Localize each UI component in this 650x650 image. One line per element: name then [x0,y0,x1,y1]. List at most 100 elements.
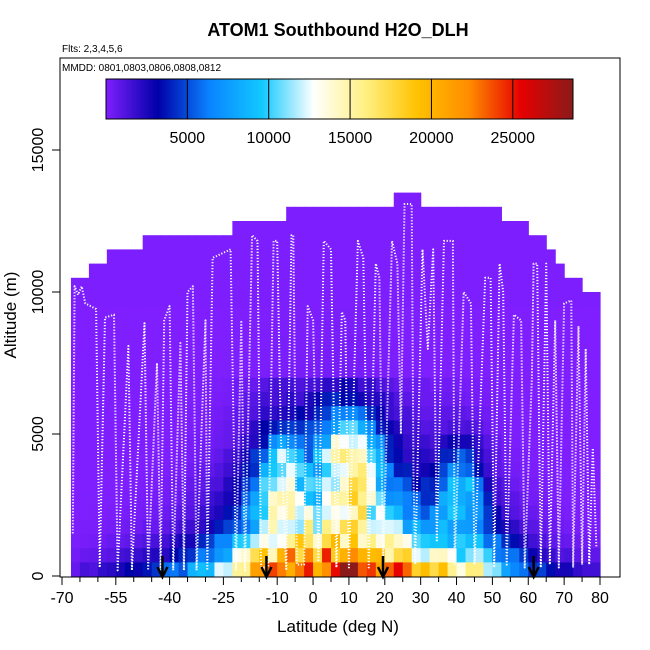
heatmap-cell [375,434,386,449]
heatmap-cell [501,405,511,421]
heatmap-cell [160,377,171,392]
heatmap-cell [295,419,305,435]
heatmap-cell [151,533,162,549]
heatmap-cell [366,519,377,534]
heatmap-cell [187,363,198,378]
heatmap-cell [79,490,90,506]
flight-track-layer [71,203,598,572]
heatmap-cell [259,263,269,279]
heatmap-cell [384,348,395,364]
heatmap-cell [564,348,574,364]
heatmap-cell [223,391,233,407]
heatmap-cell [286,462,296,478]
heatmap-cell [438,206,449,222]
heatmap-cell [429,348,440,364]
heatmap-cell [268,277,278,293]
heatmap-cell [447,448,458,463]
heatmap-cell [465,533,476,549]
heatmap-cell [348,334,359,350]
heatmap-cell [591,363,601,378]
heatmap-cell [223,249,233,265]
heatmap-cell [313,334,323,350]
heatmap-cell [402,434,413,449]
heatmap-cell [411,363,422,378]
heatmap-cell [268,505,278,520]
heatmap-cell [295,405,305,421]
heatmap-cell [591,490,601,506]
heatmap-cell [429,263,440,279]
heatmap-cell [537,533,547,549]
heatmap-cell [510,235,520,250]
heatmap-cell [465,434,476,449]
heatmap-cell [196,462,207,478]
heatmap-cell [133,377,144,392]
heatmap-cell [348,462,359,478]
heatmap-cell [70,306,81,321]
heatmap-cell [375,561,386,577]
heatmap-cell [88,419,99,435]
heatmap-cell [411,490,422,506]
heatmap-cell [169,476,180,492]
heatmap-cell [420,292,431,307]
heatmap-cell [79,391,90,407]
heatmap-cell [178,277,189,293]
heatmap-cell [393,505,404,520]
heatmap-cells [70,192,601,577]
heatmap-cell [259,221,269,236]
heatmap-cell [582,306,592,321]
heatmap-cell [187,277,198,293]
heatmap-cell [88,533,99,549]
heatmap-cell [232,391,242,407]
heatmap-cell [501,434,511,449]
heatmap-cell [492,505,502,520]
heatmap-cell [196,249,207,265]
heatmap-cell [438,405,449,421]
heatmap-cell [295,547,305,563]
heatmap-cell [223,306,233,321]
heatmap-cell [447,391,458,407]
heatmap-cell [447,490,458,506]
heatmap-cell [348,490,359,506]
heatmap-cell [250,334,260,350]
heatmap-cell [277,419,287,435]
heatmap-cell [286,206,296,222]
heatmap-cell [393,419,404,435]
heatmap-cell [295,263,305,279]
heatmap-cell [411,235,422,250]
colorbar-ticks: 5000 10000 15000 20000 25000 [170,79,535,147]
heatmap-cell [124,263,135,279]
heatmap-cell [339,235,350,250]
heatmap-cell [510,249,520,265]
heatmap-cell [402,561,413,577]
heatmap-cell [384,320,395,336]
heatmap-cell [331,561,341,577]
heatmap-cell [555,448,565,463]
heatmap-cell [483,249,493,265]
heatmap-cell [402,363,413,378]
heatmap-cell [474,434,485,449]
heatmap-cell [268,334,278,350]
heatmap-cell [411,306,422,321]
heatmap-cell [250,363,260,378]
heatmap-cell [250,292,260,307]
heatmap-cell [573,377,583,392]
heatmap-cell [286,547,296,563]
heatmap-cell [537,490,547,506]
heatmap-cell [501,561,511,577]
heatmap-cell [232,377,242,392]
heatmap-cell [438,363,449,378]
heatmap-cell [331,334,341,350]
heatmap-cell [196,391,207,407]
heatmap-cell [259,476,269,492]
heatmap-cell [214,561,224,577]
heatmap-cell [474,292,485,307]
heatmap-cell [142,448,153,463]
heatmap-cell [420,505,431,520]
heatmap-cell [106,263,117,279]
heatmap-cell [205,462,216,478]
heatmap-cell [456,434,467,449]
heatmap-cell [366,249,377,265]
heatmap-cell [375,277,386,293]
heatmap-cell [115,547,126,563]
heatmap-cell [304,235,314,250]
